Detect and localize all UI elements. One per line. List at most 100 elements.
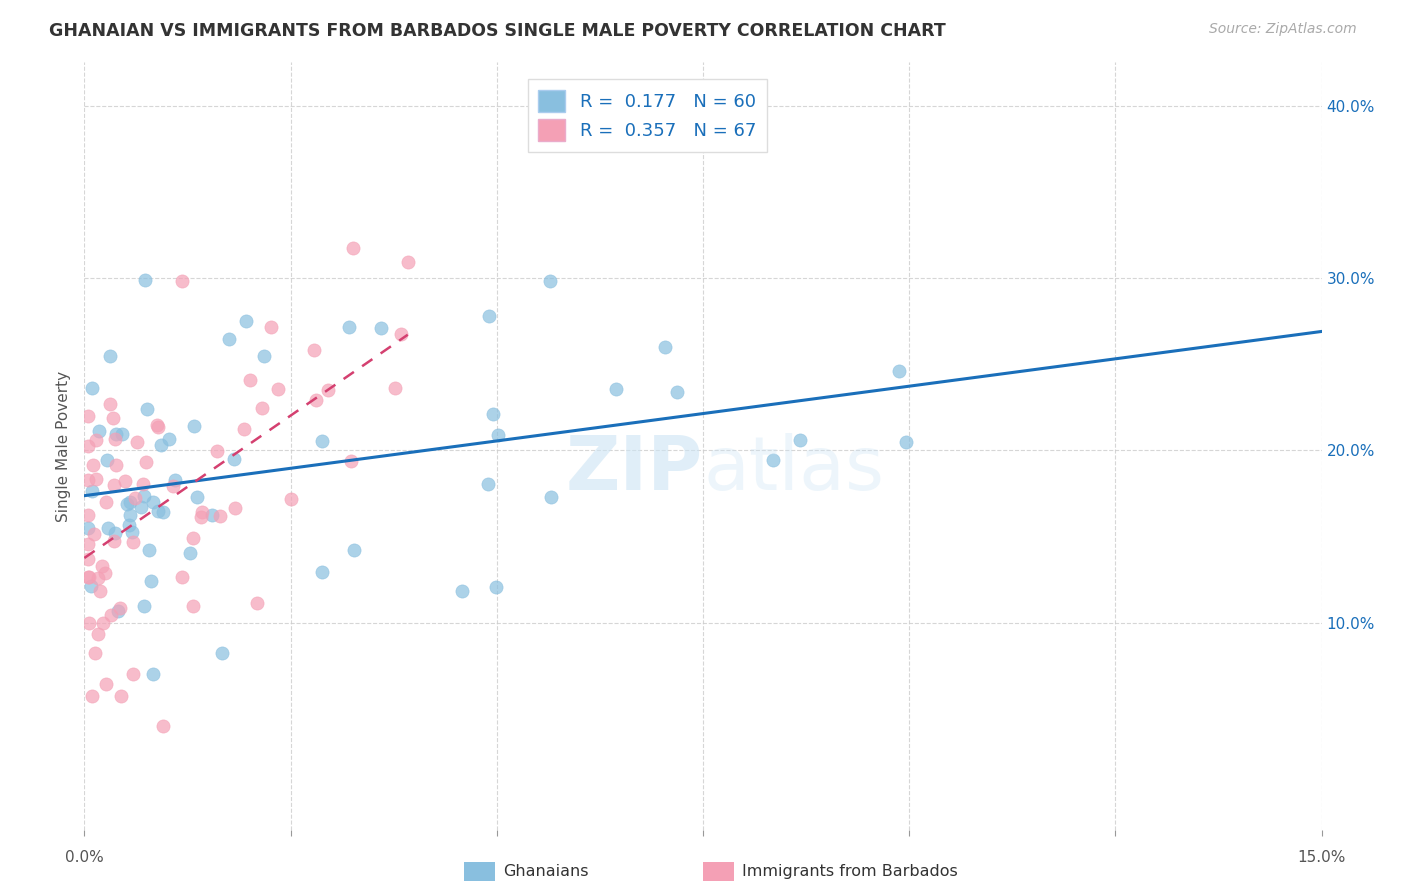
Point xyxy=(138,543,160,558)
Point xyxy=(84,472,107,486)
Point xyxy=(789,433,811,447)
Point xyxy=(896,435,918,450)
Point xyxy=(482,407,505,421)
Point xyxy=(484,580,506,594)
Point xyxy=(132,476,155,491)
Point xyxy=(302,343,325,357)
Point xyxy=(149,438,172,452)
Point xyxy=(209,508,232,523)
Point xyxy=(132,599,155,614)
Point xyxy=(486,428,509,442)
Point xyxy=(260,319,283,334)
Point xyxy=(117,497,139,511)
Point xyxy=(94,566,117,581)
Point xyxy=(103,534,125,549)
Point xyxy=(337,319,360,334)
Point xyxy=(120,494,142,508)
Point xyxy=(104,526,127,541)
Point xyxy=(152,505,174,519)
Y-axis label: Single Male Poverty: Single Male Poverty xyxy=(56,370,72,522)
Point xyxy=(179,546,201,560)
Point xyxy=(96,452,118,467)
Point xyxy=(90,559,112,574)
Point xyxy=(311,565,333,579)
Point xyxy=(887,364,910,378)
Point xyxy=(132,489,155,503)
Point xyxy=(80,689,103,703)
Point xyxy=(190,509,212,524)
Point xyxy=(100,607,122,622)
Point xyxy=(142,495,165,509)
Point xyxy=(762,453,785,467)
Point xyxy=(152,719,174,733)
Point xyxy=(605,382,627,396)
Text: 0.0%: 0.0% xyxy=(65,850,104,865)
Point xyxy=(540,491,562,505)
Point xyxy=(146,504,169,518)
Point xyxy=(342,543,364,558)
Point xyxy=(80,578,103,592)
Point xyxy=(181,599,204,613)
Point xyxy=(125,435,148,450)
Point xyxy=(80,381,103,395)
Point xyxy=(118,517,141,532)
Point xyxy=(105,426,128,441)
Point xyxy=(165,473,187,487)
Point xyxy=(122,666,145,681)
Point xyxy=(280,491,302,506)
Point xyxy=(121,525,143,540)
Point xyxy=(478,309,501,323)
Legend: R =  0.177   N = 60, R =  0.357   N = 67: R = 0.177 N = 60, R = 0.357 N = 67 xyxy=(527,79,768,152)
Point xyxy=(77,521,100,535)
Point xyxy=(224,452,246,467)
Point xyxy=(157,433,180,447)
Point xyxy=(370,321,392,335)
Point xyxy=(253,350,276,364)
Point xyxy=(131,500,153,515)
Point xyxy=(340,454,363,468)
Point xyxy=(104,432,127,446)
Point xyxy=(96,495,118,509)
Point xyxy=(384,381,406,395)
Point xyxy=(82,458,104,473)
Point xyxy=(146,420,169,434)
Point xyxy=(141,574,163,589)
Point xyxy=(77,570,100,584)
Point xyxy=(162,478,184,492)
Point xyxy=(97,520,120,534)
Point xyxy=(134,273,156,287)
Point xyxy=(538,274,561,288)
Point xyxy=(172,570,194,584)
Point xyxy=(83,527,105,541)
Point xyxy=(77,616,100,631)
Text: Immigrants from Barbados: Immigrants from Barbados xyxy=(742,864,957,879)
Point xyxy=(218,332,240,346)
Point xyxy=(224,500,246,515)
Point xyxy=(122,534,145,549)
Point xyxy=(77,551,100,566)
Point xyxy=(77,473,100,487)
Point xyxy=(316,383,339,397)
Text: 15.0%: 15.0% xyxy=(1298,850,1346,865)
Point xyxy=(183,419,205,434)
Point xyxy=(246,596,269,610)
Point xyxy=(94,677,117,691)
Point xyxy=(77,570,100,584)
Point xyxy=(666,385,689,400)
Point xyxy=(311,434,333,448)
Text: Source: ZipAtlas.com: Source: ZipAtlas.com xyxy=(1209,22,1357,37)
Text: ZIP: ZIP xyxy=(565,433,703,506)
Point xyxy=(305,392,328,407)
Point xyxy=(181,531,204,545)
Point xyxy=(87,424,110,438)
Point xyxy=(211,646,233,660)
Text: atlas: atlas xyxy=(703,433,884,506)
Text: GHANAIAN VS IMMIGRANTS FROM BARBADOS SINGLE MALE POVERTY CORRELATION CHART: GHANAIAN VS IMMIGRANTS FROM BARBADOS SIN… xyxy=(49,22,946,40)
Point xyxy=(103,411,125,425)
Point xyxy=(186,491,208,505)
Point xyxy=(135,402,157,417)
Point xyxy=(77,508,100,523)
Point xyxy=(239,373,262,387)
Text: Ghanaians: Ghanaians xyxy=(503,864,589,879)
Point xyxy=(200,508,222,523)
